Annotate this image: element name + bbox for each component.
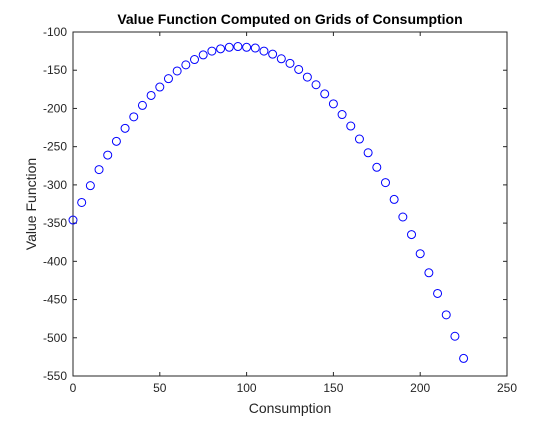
data-point <box>441 310 451 320</box>
data-point <box>181 60 191 70</box>
data-point <box>94 165 104 175</box>
data-point <box>320 89 330 99</box>
data-point <box>172 66 182 76</box>
data-points <box>68 42 469 363</box>
y-tick-label: -400 <box>43 254 67 268</box>
data-point <box>380 178 390 188</box>
x-axis-label: Consumption <box>249 400 332 416</box>
data-point <box>354 134 364 144</box>
data-point <box>459 353 469 363</box>
data-point <box>346 121 356 131</box>
ticks: 0 50 100 150 200 250 -550 -500 -450 -400 -350 -300 -… <box>43 25 517 395</box>
plot-area <box>72 31 508 377</box>
data-point <box>259 46 269 56</box>
data-point <box>276 54 286 64</box>
y-tick-label: -250 <box>43 140 67 154</box>
chart-title: Value Function Computed on Grids of Cons… <box>117 11 462 27</box>
data-point <box>389 194 399 204</box>
y-tick-label: -500 <box>43 331 67 345</box>
data-point <box>328 99 338 109</box>
y-tick-label: -550 <box>43 369 67 383</box>
data-point <box>250 43 260 53</box>
data-point <box>129 112 139 122</box>
x-tick-label: 50 <box>153 381 167 395</box>
data-point <box>424 268 434 278</box>
data-point <box>120 123 130 133</box>
data-point <box>137 100 147 110</box>
data-point <box>190 55 200 65</box>
data-point <box>198 50 208 60</box>
x-tick-label: 200 <box>410 381 430 395</box>
data-point <box>337 110 347 120</box>
data-point <box>268 49 278 59</box>
data-point <box>207 46 217 56</box>
x-tick-label: 250 <box>497 381 517 395</box>
data-point <box>155 82 165 92</box>
y-tick-label: -200 <box>43 101 67 115</box>
data-point <box>398 212 408 222</box>
data-point <box>103 150 113 160</box>
data-point <box>233 42 243 52</box>
x-tick-label: 100 <box>237 381 257 395</box>
data-point <box>433 288 443 298</box>
y-tick-label: -350 <box>43 216 67 230</box>
data-point <box>363 148 373 158</box>
data-point <box>68 215 78 225</box>
data-point <box>163 74 173 84</box>
data-point <box>111 136 121 146</box>
data-point <box>146 90 156 100</box>
data-point <box>85 181 95 191</box>
data-point <box>77 197 87 207</box>
data-point <box>294 64 304 74</box>
data-point <box>285 58 295 68</box>
x-tick-label: 150 <box>323 381 343 395</box>
data-point <box>216 44 226 54</box>
y-axis-label: Value Function <box>23 158 39 250</box>
y-tick-label: -300 <box>43 178 67 192</box>
data-point <box>242 42 252 52</box>
data-point <box>311 80 321 90</box>
data-point <box>224 42 234 52</box>
data-point <box>450 331 460 341</box>
data-point <box>302 72 312 82</box>
data-point <box>415 249 425 259</box>
y-tick-label: -100 <box>43 25 67 39</box>
x-tick-label: 0 <box>70 381 77 395</box>
y-tick-label: -450 <box>43 293 67 307</box>
data-point <box>407 230 417 240</box>
data-point <box>372 162 382 172</box>
y-tick-label: -150 <box>43 63 67 77</box>
